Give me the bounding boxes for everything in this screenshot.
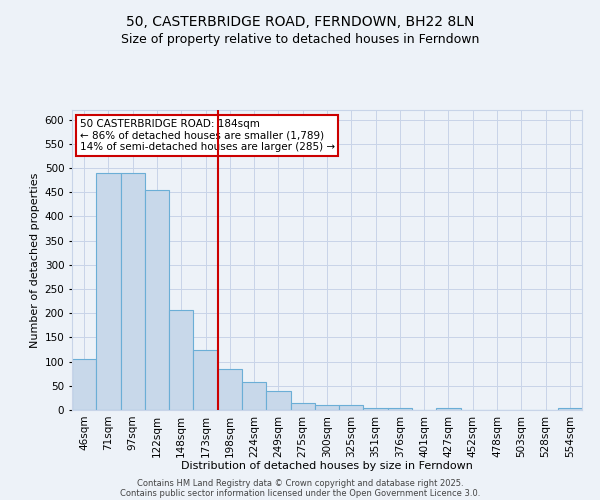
Bar [218,370,242,410]
Bar [242,382,266,410]
Bar [290,403,315,410]
Y-axis label: Number of detached properties: Number of detached properties [31,172,40,348]
Text: Contains HM Land Registry data © Crown copyright and database right 2025.: Contains HM Land Registry data © Crown c… [137,478,463,488]
Bar [96,173,121,410]
Bar [266,391,290,410]
Bar [315,405,339,410]
Text: 50 CASTERBRIDGE ROAD: 184sqm
← 86% of detached houses are smaller (1,789)
14% of: 50 CASTERBRIDGE ROAD: 184sqm ← 86% of de… [80,119,335,152]
Bar [193,350,218,410]
Bar [436,408,461,410]
Text: Size of property relative to detached houses in Ferndown: Size of property relative to detached ho… [121,32,479,46]
Bar [364,408,388,410]
Text: 50, CASTERBRIDGE ROAD, FERNDOWN, BH22 8LN: 50, CASTERBRIDGE ROAD, FERNDOWN, BH22 8L… [126,15,474,29]
Text: Contains public sector information licensed under the Open Government Licence 3.: Contains public sector information licen… [120,488,480,498]
Bar [388,408,412,410]
Bar [72,359,96,410]
Bar [145,190,169,410]
Bar [558,408,582,410]
Bar [169,310,193,410]
X-axis label: Distribution of detached houses by size in Ferndown: Distribution of detached houses by size … [181,461,473,471]
Bar [121,173,145,410]
Bar [339,405,364,410]
